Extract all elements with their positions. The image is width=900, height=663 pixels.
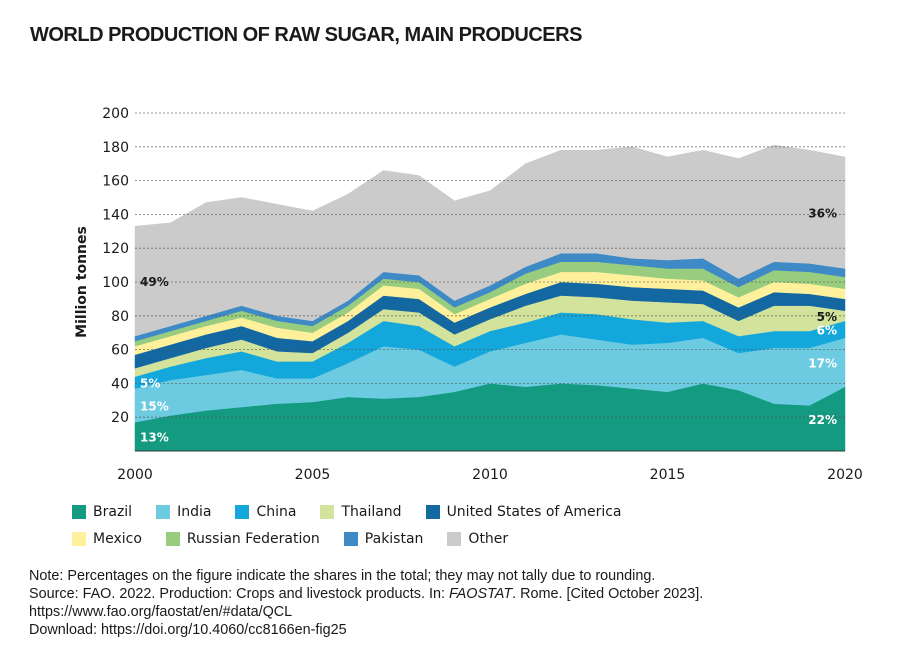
legend-item: India (156, 504, 211, 520)
legend-item: Other (447, 531, 508, 547)
legend-label: Other (468, 530, 509, 547)
share-label: 6% (817, 323, 837, 337)
share-label: 17% (808, 356, 837, 370)
y-tick-label: 180 (102, 140, 129, 156)
source-italic: FAOSTAT (448, 586, 513, 602)
share-label: 49% (140, 275, 169, 289)
y-tick-label: 140 (102, 207, 129, 223)
legend-label: Thailand (341, 503, 402, 520)
figure-notes: Note: Percentages on the figure indicate… (29, 567, 703, 639)
legend-label: Pakistan (364, 530, 424, 547)
legend-label: Brazil (93, 503, 133, 520)
x-tick-label: 2010 (472, 467, 508, 483)
legend-label: India (177, 503, 212, 520)
legend-item: Mexico (72, 531, 142, 547)
legend-item: Russian Federation (165, 530, 320, 547)
chart-title: WORLD PRODUCTION OF RAW SUGAR, MAIN PROD… (30, 24, 582, 46)
source-url[interactable]: https://www.fao.org/faostat/en/#data/QCL (29, 604, 293, 620)
x-tick-label: 2020 (827, 467, 863, 483)
legend-swatch (343, 531, 358, 546)
legend-row: Brazil India China Thailand United States of… (72, 498, 692, 525)
legend-item: Thailand (320, 503, 402, 520)
legend-swatch (447, 531, 462, 546)
y-tick-label: 100 (102, 275, 129, 291)
legend: Brazil India China Thailand United States of… (72, 498, 692, 552)
share-label: 36% (808, 207, 837, 221)
y-tick-label: 160 (102, 174, 129, 190)
share-label: 5% (140, 377, 160, 391)
legend-label: United States of America (446, 503, 622, 520)
y-tick-label: 60 (111, 343, 129, 359)
x-tick-label: 2000 (117, 467, 153, 483)
legend-swatch (425, 504, 440, 519)
legend-item: Brazil (72, 504, 132, 520)
y-tick-label: 200 (102, 106, 129, 122)
y-tick-label: 40 (111, 376, 129, 392)
y-tick-label: 80 (111, 309, 129, 325)
share-label: 15% (140, 399, 169, 413)
legend-label: Mexico (93, 530, 142, 547)
legend-swatch (156, 504, 171, 519)
share-label: 13% (140, 431, 169, 445)
legend-row: Mexico Russian Federation Pakistan Other (72, 525, 692, 552)
legend-swatch (165, 531, 180, 546)
legend-item: United States of America (425, 503, 622, 520)
legend-item: China (235, 504, 296, 520)
note-text: Note: Percentages on the figure indicate… (29, 568, 656, 584)
x-tick-label: 2005 (295, 467, 331, 483)
legend-swatch (72, 504, 86, 519)
y-tick-label: 20 (111, 410, 129, 426)
download-link[interactable]: Download: https://doi.org/10.4060/cc8166… (29, 622, 347, 638)
area-layers (134, 144, 846, 452)
x-tick-label: 2015 (650, 467, 686, 483)
area-other (134, 144, 846, 337)
y-tick-label: 120 (102, 241, 129, 257)
share-label: 5% (817, 310, 837, 324)
legend-label: China (256, 503, 297, 520)
stacked-area-chart: 20 40 60 80 100 120 140 160 180 200 2000 2005 2010 20… (74, 106, 863, 483)
source-text: Source: FAO. 2022. Production: Crops and… (29, 585, 703, 603)
legend-swatch (72, 531, 86, 546)
legend-label: Russian Federation (186, 530, 320, 547)
source-text-part: Source: FAO. 2022. Production: Crops and… (29, 586, 449, 602)
share-label: 22% (808, 413, 837, 427)
legend-swatch (320, 504, 335, 519)
legend-swatch (235, 504, 250, 519)
y-axis-label: Million tonnes (74, 226, 90, 338)
source-text-part: . Rome. [Cited October 2023]. (512, 586, 704, 602)
legend-item: Pakistan (343, 530, 424, 547)
